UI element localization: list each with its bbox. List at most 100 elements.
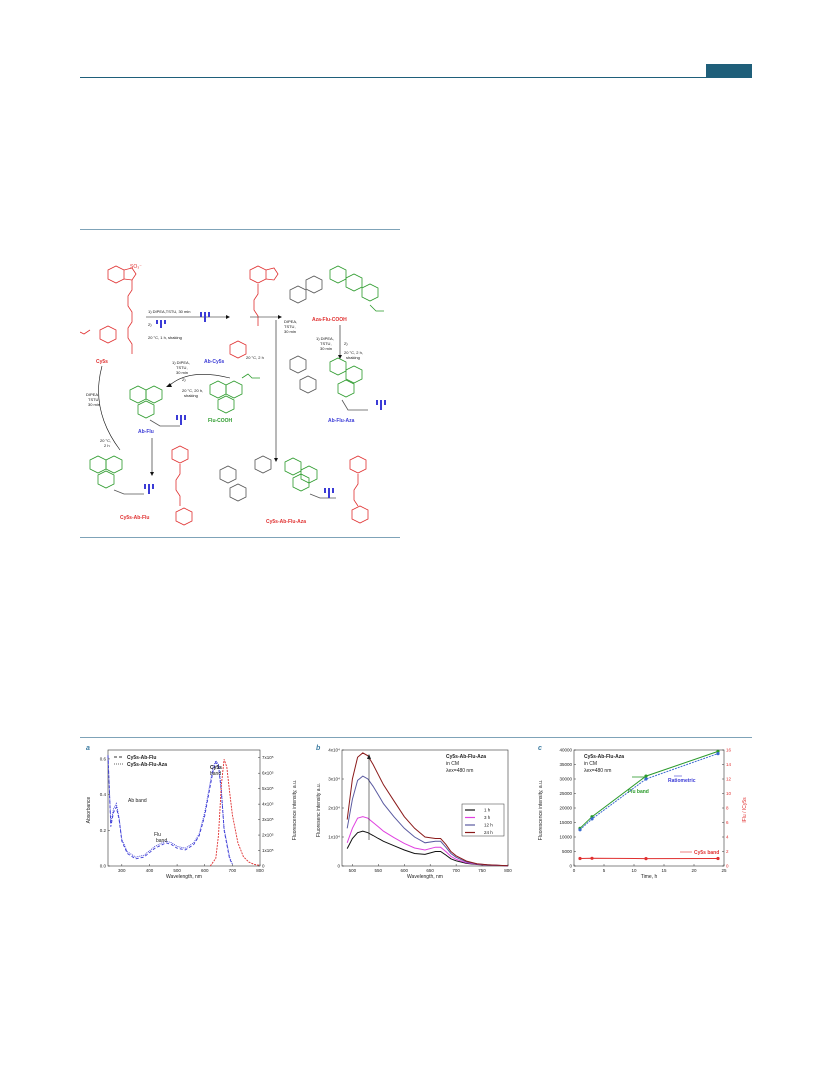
a-xtick-label: 600 xyxy=(201,868,209,873)
flu-cooh-structure xyxy=(209,373,260,414)
a-y2tick-label: 1x10⁵ xyxy=(262,848,274,853)
panel-c-ylabel: Fluorescence intensity, a.u. xyxy=(538,780,544,841)
b-series-line xyxy=(346,752,509,867)
panel-a-series xyxy=(107,755,261,867)
a-ytick-label: 0.2 xyxy=(100,828,107,833)
reaction-scheme: SO₃⁻ Cy5s 1) DIPEA,TSTU, 30 min 2) 20 °C… xyxy=(80,264,386,526)
ab-flu-label: Ab-Flu xyxy=(138,429,154,435)
step4e: 20 °C, 2 h, xyxy=(344,350,363,355)
panel-c-xticks: 0 5 10 15 20 25 xyxy=(573,864,727,873)
b-series-line xyxy=(346,830,509,867)
panel-a: a 0.0 0.2 0.4 0.6 0 1x10⁵ 2x10⁵ 3x10⁵ 4x10⁵ 5x10… xyxy=(86,745,298,880)
c-xtick-label: 15 xyxy=(661,868,667,873)
b-ytick-label: 3x10⁴ xyxy=(328,777,340,782)
panel-a-flu-band-1: Flu xyxy=(154,832,161,838)
b-xtick-label: 600 xyxy=(400,868,408,873)
ab-icon-4 xyxy=(176,415,186,425)
a-y2tick-label: 4x10⁵ xyxy=(262,802,274,807)
panel-c-xlabel: Time, h xyxy=(641,874,658,880)
a-y2tick-label: 7x10⁵ xyxy=(262,755,274,760)
a-xtick-label: 400 xyxy=(146,868,154,873)
c-xtick-label: 10 xyxy=(631,868,637,873)
ab-flu-aza-structure xyxy=(289,355,368,411)
c-xtick-label: 5 xyxy=(603,868,606,873)
c-series-point xyxy=(590,856,594,860)
arrow-5 xyxy=(169,374,231,386)
a-y2tick-label: 0 xyxy=(262,864,265,869)
c-series-point xyxy=(590,817,594,821)
panel-a-frame xyxy=(107,749,261,867)
panel-a-flu-band-2: band xyxy=(156,838,167,844)
cy5s-ab-flu-aza-structure xyxy=(219,455,369,524)
cy5s-so3-top: SO₃⁻ xyxy=(130,264,142,270)
ab-icon-5 xyxy=(144,484,154,494)
c-ytick-label: 40000 xyxy=(559,748,572,753)
b-xtick-label: 700 xyxy=(452,868,460,873)
c-ytick-label: 5000 xyxy=(562,849,573,854)
step6b: TSTU, xyxy=(88,397,100,402)
b-ytick-label: 4x10⁴ xyxy=(328,748,340,753)
panel-c-y2ticks: 0 2 4 6 8 10 12 14 16 xyxy=(722,748,732,869)
b-series-line xyxy=(346,775,509,867)
panel-c: c 05000100001500020000250003000035000400… xyxy=(538,745,748,880)
step3: 20 °C, 2 h xyxy=(246,355,264,360)
a-series-line xyxy=(107,755,233,865)
panel-a-yticks: 0.0 0.2 0.4 0.6 xyxy=(100,756,110,869)
c-y2tick-label: 4 xyxy=(726,835,729,840)
panel-a-legend-2: Cy5s-Ab-Flu-Aza xyxy=(127,762,167,768)
ab-flu-aza-label: Ab-Flu-Aza xyxy=(328,418,355,424)
c-series-point xyxy=(578,828,582,832)
panel-c-y2label: IFlu / ICy5s xyxy=(742,797,748,823)
cy5s-label: Cy5s xyxy=(96,359,108,365)
panel-b-letter: b xyxy=(316,745,321,752)
c-series-point xyxy=(644,857,648,861)
c-ytick-label: 25000 xyxy=(559,791,572,796)
a-ytick-label: 0.0 xyxy=(100,864,107,869)
c-xtick-label: 0 xyxy=(573,868,576,873)
a-y2tick-label: 3x10⁵ xyxy=(262,817,274,822)
ab-flu-structure xyxy=(129,385,180,427)
panel-b-series xyxy=(346,752,509,867)
a-ytick-label: 0.4 xyxy=(100,792,107,797)
ab-cy5s-structure xyxy=(229,265,279,359)
step6a: DIPEA, xyxy=(86,392,99,397)
panel-c-title-1: Cy5s-Ab-Flu-Aza xyxy=(584,754,624,760)
b-ytick-label: 1x10⁴ xyxy=(328,835,340,840)
header-rule xyxy=(80,77,752,78)
step5f: shaking xyxy=(184,393,198,398)
b-legend-label: 3 h xyxy=(484,815,491,820)
c-series-point xyxy=(716,856,720,861)
b-legend-label: 1 h xyxy=(484,808,491,813)
panel-c-letter: c xyxy=(538,745,542,752)
panel-c-yticks: 0 5000 10000 15000 20000 25000 30000 35000 40000 xyxy=(559,748,576,869)
b-xtick-label: 500 xyxy=(349,868,357,873)
a-y2tick-label: 2x10⁵ xyxy=(262,833,274,838)
ab-icon-6 xyxy=(324,488,334,498)
a-xtick-label: 800 xyxy=(256,868,264,873)
b-legend-label: 24 h xyxy=(484,830,493,835)
a-series-line xyxy=(209,759,261,867)
cy5s-ab-flu-aza-label: Cy5s-Ab-Flu-Aza xyxy=(266,519,306,525)
c-y2tick-label: 12 xyxy=(726,777,732,782)
c-series-point xyxy=(716,749,720,753)
b-legend-label: 12 h xyxy=(484,823,493,828)
c-y2tick-label: 6 xyxy=(726,820,729,825)
step7b: 2 h xyxy=(104,443,110,448)
c-series-point xyxy=(578,856,582,861)
c-series-point xyxy=(716,752,720,756)
a-ytick-label: 0.6 xyxy=(100,756,107,761)
ab-cy5s-label: Ab-Cy5s xyxy=(204,359,225,365)
figure-top-rule xyxy=(80,737,752,738)
step2c: 30 min xyxy=(284,329,296,334)
panel-a-cy5s-band-1: Cy5s xyxy=(210,765,222,771)
c-ytick-label: 0 xyxy=(569,864,572,869)
step6c: 30 min xyxy=(88,402,100,407)
a-xtick-label: 500 xyxy=(173,868,181,873)
a-xtick-label: 300 xyxy=(118,868,126,873)
c-y2tick-label: 2 xyxy=(726,849,729,854)
c-y2tick-label: 14 xyxy=(726,762,732,767)
step4f: shaking xyxy=(346,355,360,360)
panel-a-xlabel: Wavelength, nm xyxy=(166,874,202,880)
panel-b-title-2: in CM xyxy=(446,761,459,767)
cy5s-structure xyxy=(80,265,137,354)
